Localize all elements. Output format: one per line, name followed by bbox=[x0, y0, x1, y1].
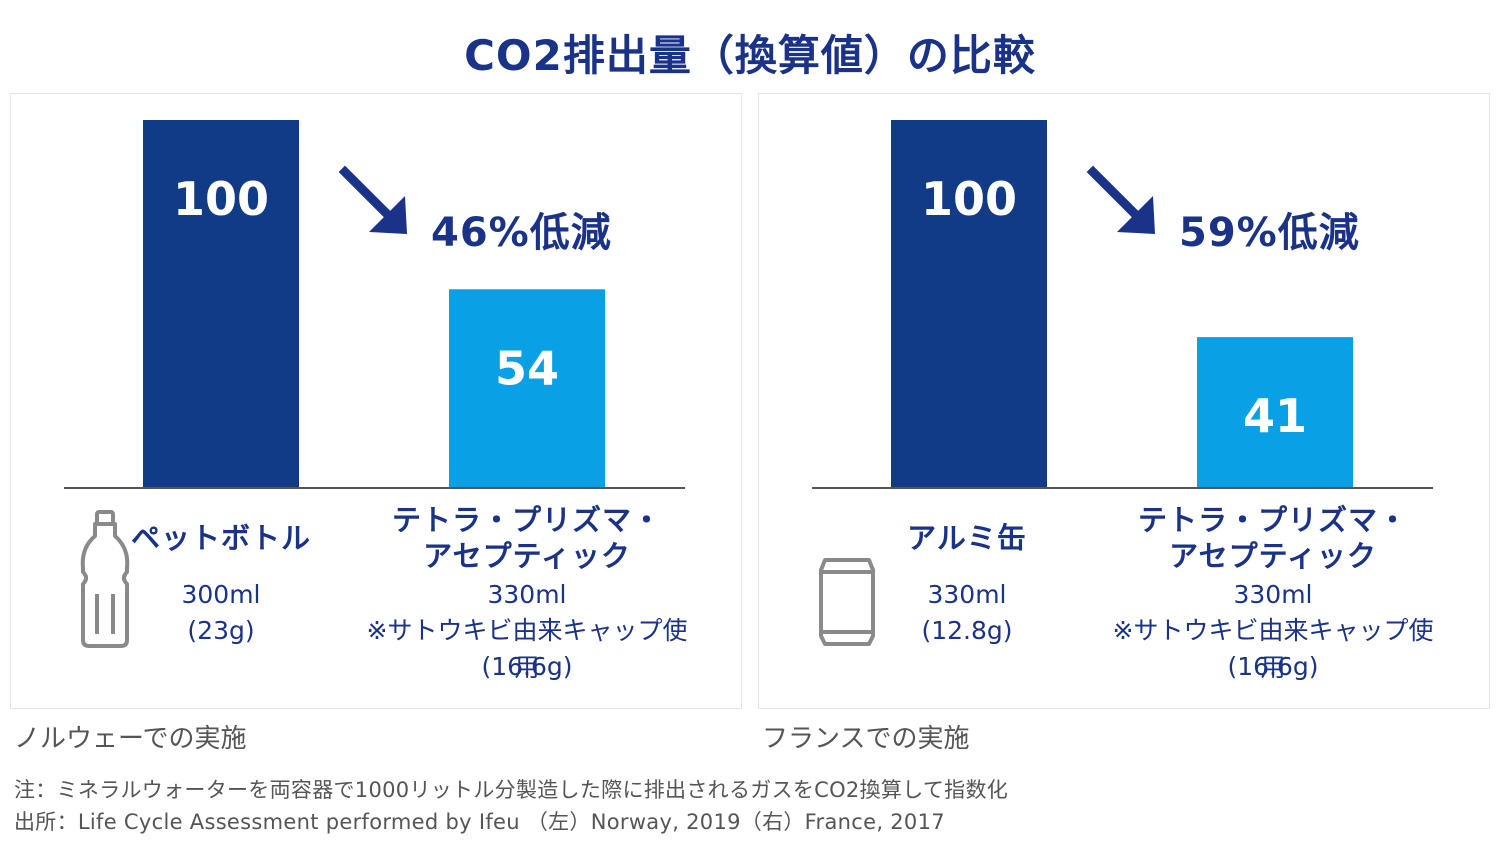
bar-value-label: 100 bbox=[173, 172, 269, 226]
detail-note: ※サトウキビ由来キャップ使用 bbox=[1112, 616, 1434, 682]
bar-2 bbox=[449, 289, 605, 488]
detail-weight: (16.6g) bbox=[1227, 652, 1319, 681]
chart-title: CO2排出量（換算値）の比較 bbox=[464, 31, 1036, 80]
detail-volume: 300ml bbox=[181, 580, 261, 609]
detail-volume: 330ml bbox=[1233, 580, 1313, 609]
category-label-pet-bottle: ペットボトル bbox=[130, 521, 311, 555]
aluminum-can-icon bbox=[819, 558, 875, 646]
category-label-aluminum-can: アルミ缶 bbox=[907, 521, 1027, 555]
bar-2 bbox=[1197, 337, 1353, 488]
detail-volume: 330ml bbox=[487, 580, 567, 609]
detail-weight: (23g) bbox=[187, 616, 255, 645]
down-arrow-icon bbox=[338, 165, 407, 234]
detail-note: ※サトウキビ由来キャップ使用 bbox=[366, 616, 688, 682]
reduction-label: 59%低減 bbox=[1179, 210, 1360, 256]
footnote: 注：ミネラルウォーターを両容器で1000リットル分製造した際に排出されるガスをC… bbox=[14, 778, 1009, 802]
bar-value-label: 54 bbox=[495, 341, 559, 395]
chart-panel-norway: 100 54 46%低減 ペットボトル 300ml (23g) テトラ・プリズマ・… bbox=[10, 93, 742, 709]
bar-value-label: 41 bbox=[1243, 389, 1307, 443]
source-note: 出所：Life Cycle Assessment performed by If… bbox=[14, 810, 945, 834]
detail-weight: (12.8g) bbox=[921, 616, 1013, 645]
pet-bottle-icon bbox=[80, 510, 130, 648]
bar-1 bbox=[143, 120, 299, 488]
chart-panel-france: 100 41 59%低減 アルミ缶 330ml (12.8g) テトラ・プリズマ・… bbox=[758, 93, 1490, 709]
down-arrow-icon bbox=[1086, 165, 1155, 234]
bar-1 bbox=[891, 120, 1047, 488]
reduction-label: 46%低減 bbox=[431, 210, 612, 256]
category-label-tetra-line2: アセプティック bbox=[1169, 539, 1377, 573]
category-label-tetra-line2: アセプティック bbox=[423, 539, 631, 573]
panel-caption-norway: ノルウェーでの実施 bbox=[14, 724, 247, 754]
bar-chart-france: 100 41 bbox=[812, 120, 1433, 489]
panel-caption-france: フランスでの実施 bbox=[762, 724, 970, 754]
category-label-tetra-line1: テトラ・プリズマ・ bbox=[1137, 503, 1408, 537]
detail-weight: (16.6g) bbox=[481, 652, 573, 681]
bar-value-label: 100 bbox=[921, 172, 1017, 226]
detail-volume: 330ml bbox=[927, 580, 1007, 609]
bar-chart-norway: 100 54 bbox=[64, 120, 685, 489]
category-label-tetra-line1: テトラ・プリズマ・ bbox=[391, 503, 662, 537]
